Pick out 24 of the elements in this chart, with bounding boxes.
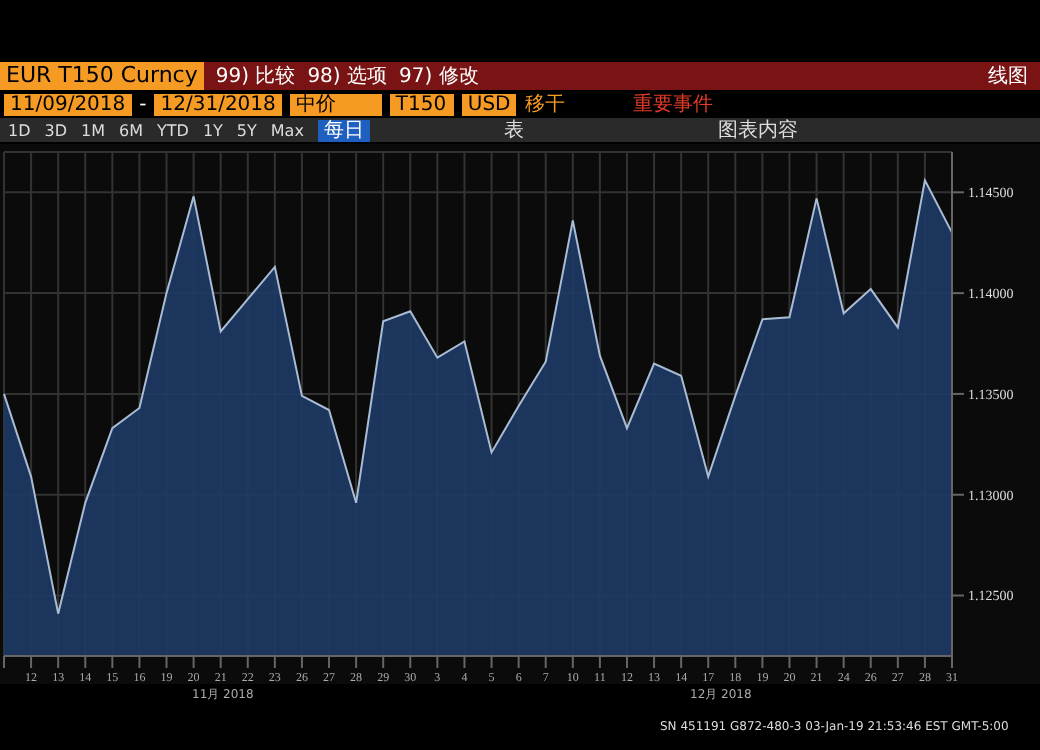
text: 移干 <box>524 92 565 118</box>
text: Max <box>270 121 304 139</box>
text: 98) 选项 <box>307 63 387 90</box>
text: 1D <box>8 121 31 139</box>
text: 图表内容 <box>717 117 798 144</box>
text: 12/31/2018 <box>154 93 282 115</box>
text: YTD <box>157 121 189 139</box>
text: 重要事件 <box>632 91 713 118</box>
text: USD <box>461 93 517 115</box>
text: 11/09/2018 <box>4 93 132 115</box>
text: 中价 <box>289 93 382 115</box>
text: 1Y <box>202 121 223 139</box>
chart-title: EUR T150 Curncy <box>0 62 204 90</box>
text: - <box>139 93 147 115</box>
text: 线图 <box>988 63 1028 90</box>
text: 3D <box>44 121 67 139</box>
text: 表 <box>503 117 524 144</box>
text: 每日 <box>317 119 370 141</box>
text: 97) 修改 <box>399 64 479 90</box>
text: 99) 比较 <box>215 63 296 90</box>
text: 5Y <box>236 121 257 139</box>
text: 6M <box>119 121 143 139</box>
text: T150 <box>389 93 454 115</box>
text: 1M <box>81 121 105 139</box>
